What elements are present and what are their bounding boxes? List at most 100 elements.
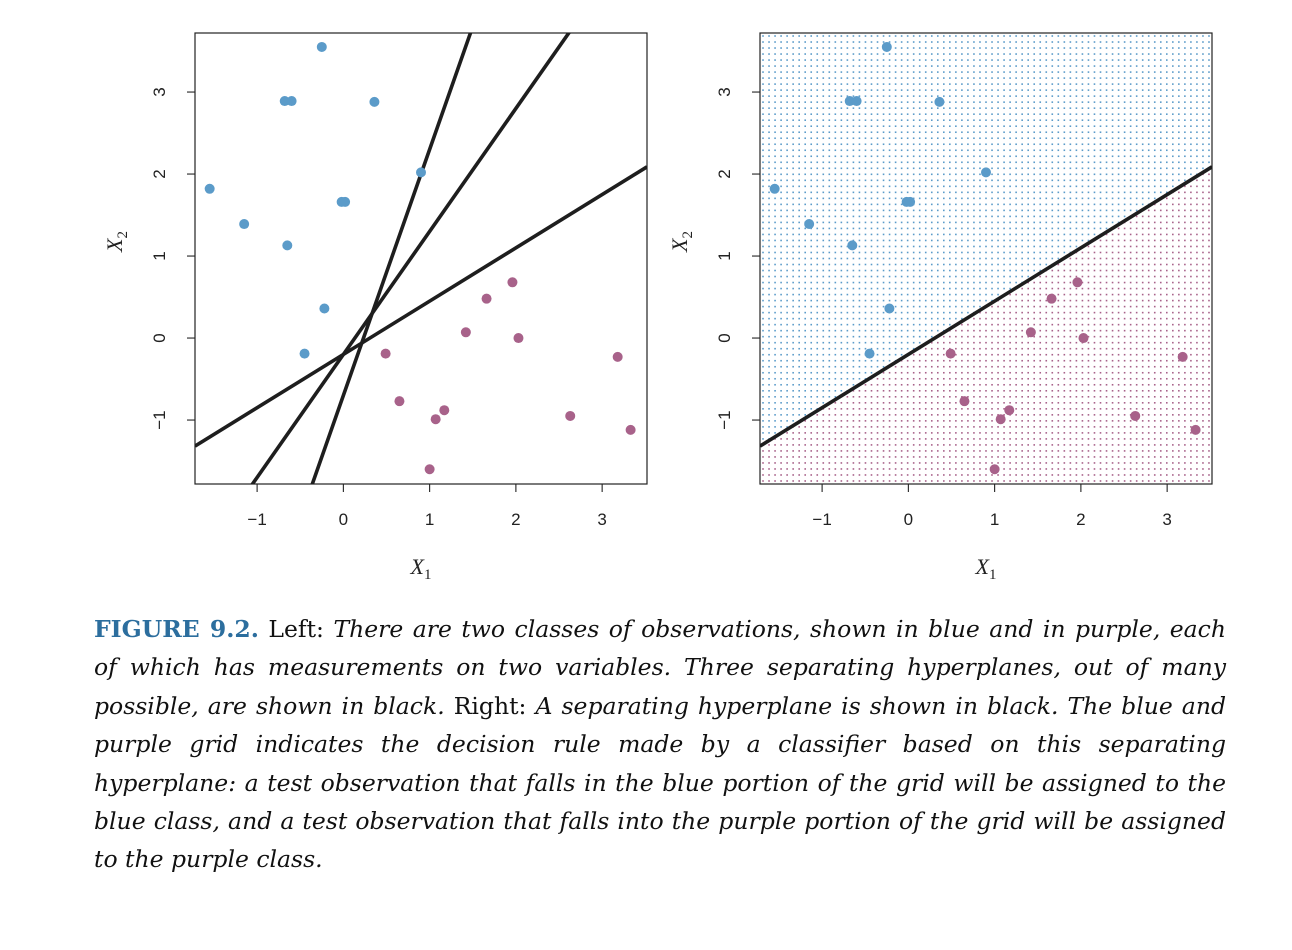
- grid-dot-blue: [768, 365, 770, 368]
- grid-dot-blue: [786, 53, 788, 55]
- grid-dot-blue: [973, 221, 975, 224]
- grid-dot-blue: [774, 59, 776, 61]
- grid-dot-blue: [1093, 203, 1096, 206]
- grid-dot-purple: [858, 396, 861, 398]
- grid-dot-purple: [1135, 227, 1138, 230]
- grid-dot-blue: [1057, 161, 1060, 164]
- grid-dot-purple: [924, 353, 927, 356]
- grid-dot-blue: [780, 77, 782, 79]
- grid-dot-blue: [858, 323, 861, 326]
- grid-dot-blue: [1093, 77, 1096, 79]
- grid-dot-blue: [906, 167, 909, 170]
- grid-dot-blue: [774, 389, 776, 392]
- grid-dot-blue: [991, 131, 993, 134]
- grid-dot-purple: [1123, 263, 1126, 266]
- grid-dot-blue: [894, 257, 897, 260]
- grid-dot-blue: [1003, 47, 1005, 49]
- grid-dot-purple: [906, 444, 909, 446]
- grid-dot-blue: [1021, 185, 1023, 188]
- grid-dot-purple: [1027, 371, 1029, 374]
- grid-dot-blue: [936, 155, 939, 158]
- grid-dot-blue: [979, 161, 981, 164]
- grid-dot-purple: [1027, 347, 1029, 350]
- grid-dot-blue: [906, 305, 909, 308]
- grid-dot-blue: [768, 371, 770, 374]
- grid-dot-blue: [1045, 239, 1048, 242]
- grid-dot-blue: [1141, 107, 1144, 109]
- grid-dot-purple: [1021, 408, 1023, 410]
- grid-dot-blue: [858, 281, 861, 284]
- blue-point: [299, 348, 310, 359]
- grid-dot-blue: [1129, 47, 1132, 49]
- grid-dot-blue: [949, 209, 951, 212]
- grid-dot-purple: [1123, 365, 1126, 368]
- grid-dot-purple: [997, 438, 999, 440]
- grid-dot-purple: [1021, 317, 1023, 320]
- grid-dot-purple: [810, 468, 813, 470]
- grid-dot-blue: [1003, 209, 1005, 212]
- grid-dot-blue: [900, 191, 903, 194]
- grid-dot-purple: [780, 456, 782, 458]
- grid-dot-purple: [961, 353, 963, 356]
- grid-dot-blue: [1147, 107, 1150, 109]
- grid-dot-purple: [1063, 371, 1066, 374]
- grid-dot-purple: [1075, 383, 1078, 386]
- grid-dot-blue: [822, 101, 825, 103]
- grid-dot-blue: [786, 125, 788, 128]
- grid-dot-blue: [918, 263, 921, 266]
- grid-dot-blue: [955, 275, 957, 278]
- grid-dot-blue: [1003, 251, 1005, 254]
- grid-dot-blue: [1009, 95, 1011, 97]
- grid-dot-blue: [967, 293, 969, 296]
- grid-dot-purple: [864, 474, 867, 476]
- grid-dot-purple: [955, 359, 957, 362]
- grid-dot-blue: [906, 227, 909, 230]
- grid-dot-purple: [1009, 341, 1011, 344]
- grid-dot-purple: [961, 365, 963, 368]
- grid-dot-blue: [840, 41, 843, 43]
- grid-dot-blue: [1093, 71, 1096, 73]
- grid-dot-purple: [1009, 299, 1011, 302]
- grid-dot-blue: [864, 275, 867, 278]
- grid-dot-blue: [804, 371, 806, 374]
- grid-dot-blue: [900, 59, 903, 61]
- grid-dot-blue: [780, 209, 782, 212]
- grid-dot-blue: [1003, 119, 1005, 121]
- grid-dot-blue: [864, 83, 867, 85]
- grid-dot-blue: [1033, 125, 1036, 128]
- grid-dot-blue: [786, 281, 788, 284]
- grid-dot-purple: [1123, 281, 1126, 284]
- grid-dot-blue: [780, 83, 782, 85]
- grid-dot-blue: [943, 305, 945, 308]
- grid-dot-blue: [798, 107, 800, 109]
- grid-dot-blue: [979, 179, 981, 182]
- grid-dot-purple: [762, 456, 764, 458]
- grid-dot-purple: [1087, 438, 1090, 440]
- grid-dot-blue: [912, 215, 915, 218]
- grid-dot-blue: [1087, 125, 1090, 128]
- grid-dot-blue: [768, 71, 770, 73]
- grid-dot-blue: [858, 77, 861, 79]
- grid-dot-purple: [900, 402, 903, 404]
- grid-dot-purple: [930, 432, 933, 434]
- grid-dot-purple: [906, 462, 909, 464]
- grid-dot-purple: [1045, 305, 1048, 308]
- grid-dot-blue: [1135, 125, 1138, 128]
- grid-dot-blue: [768, 402, 770, 404]
- grid-dot-blue: [1147, 167, 1150, 170]
- grid-dot-blue: [828, 143, 831, 146]
- grid-dot-purple: [1153, 389, 1156, 392]
- grid-dot-blue: [906, 65, 909, 67]
- grid-dot-blue: [1129, 125, 1132, 128]
- grid-dot-blue: [1039, 59, 1042, 61]
- grid-dot-purple: [991, 377, 993, 380]
- grid-dot-purple: [1135, 299, 1138, 302]
- grid-dot-purple: [840, 426, 843, 428]
- grid-dot-blue: [1057, 125, 1060, 128]
- grid-dot-blue: [997, 239, 999, 242]
- grid-dot-blue: [774, 89, 776, 91]
- grid-dot-purple: [949, 456, 951, 458]
- grid-dot-blue: [792, 125, 794, 128]
- grid-dot-blue: [822, 329, 825, 332]
- grid-dot-purple: [1075, 329, 1078, 332]
